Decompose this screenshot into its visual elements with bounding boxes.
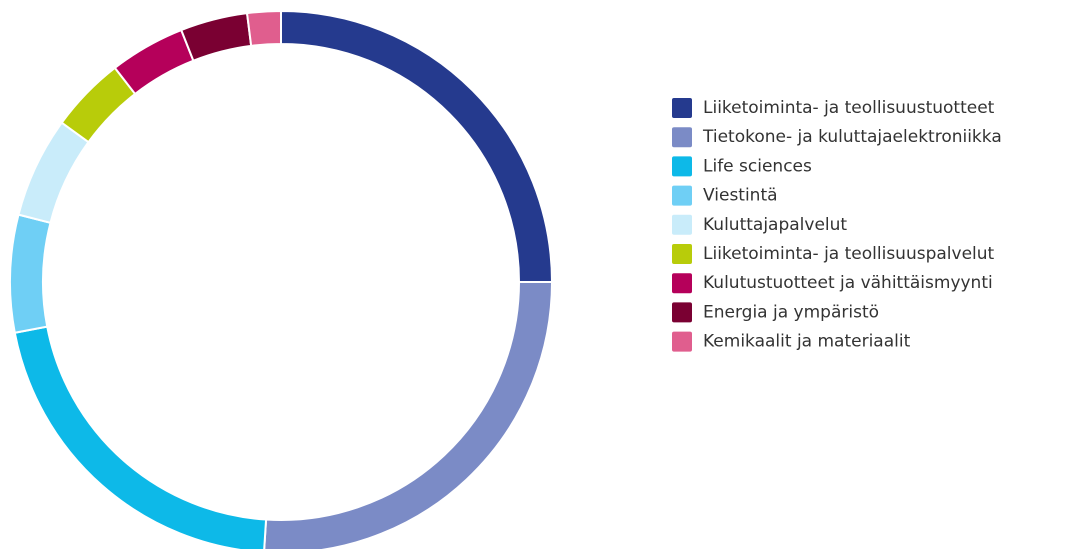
legend-label: Energia ja ympäristö (703, 302, 879, 322)
legend-label: Kemikaalit ja materiaalit (703, 332, 911, 352)
legend-swatch (672, 244, 692, 264)
legend-label: Life sciences (703, 156, 812, 176)
legend-swatch (672, 156, 692, 177)
donut-segment (9, 213, 52, 334)
legend-label: Tietokone- ja kuluttajaelektroniikka (702, 127, 1002, 147)
legend-swatch (672, 98, 692, 118)
donut-segment (179, 12, 253, 63)
donut-segment (17, 121, 90, 225)
legend-swatch (672, 214, 692, 235)
donut-segment (245, 9, 282, 47)
donut-segment (13, 325, 268, 549)
donut-segment (113, 28, 195, 96)
donut-segment (263, 281, 554, 549)
legend-label: Viestintä (703, 186, 778, 206)
legend-swatch (672, 273, 692, 294)
legend-label: Kulutustuotteet ja vähittäismyynti (703, 273, 993, 293)
legend-swatch (672, 185, 692, 206)
legend-label: Liiketoiminta- ja teollisuustuotteet (703, 98, 995, 118)
legend-swatch (672, 302, 692, 323)
legend-swatch (672, 331, 692, 352)
legend-swatch (672, 127, 692, 148)
donut-segment (280, 9, 554, 283)
legend-label: Kuluttajapalvelut (703, 215, 847, 235)
legend-label: Liiketoiminta- ja teollisuuspalvelut (703, 244, 995, 264)
